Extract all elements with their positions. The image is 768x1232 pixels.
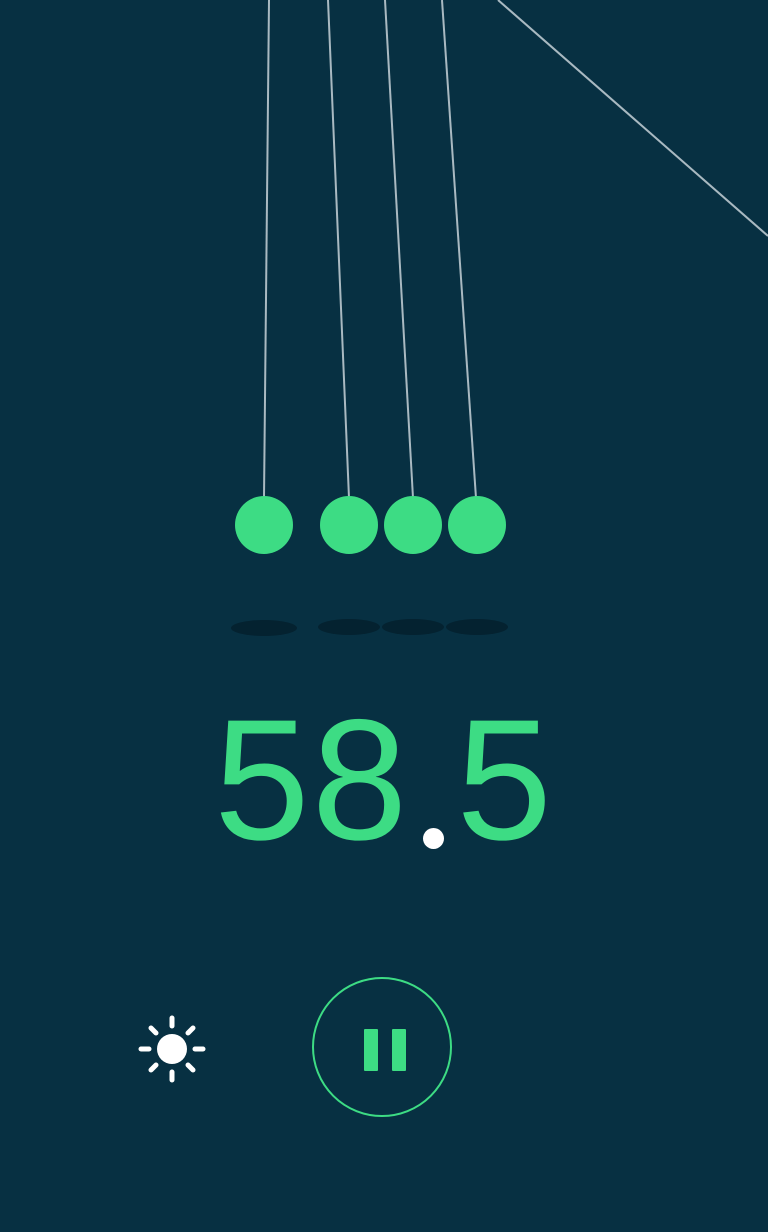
timer-fraction: 5 xyxy=(456,684,554,876)
pendulum-string-3 xyxy=(384,0,414,499)
pendulum-ball-2 xyxy=(320,496,378,554)
pendulum-ball-1 xyxy=(235,496,293,554)
timer-decimal-dot xyxy=(423,828,445,850)
pause-button[interactable] xyxy=(312,977,452,1117)
elapsed-time-display: 58 5 xyxy=(0,690,768,870)
ball-shadow-1 xyxy=(231,620,297,636)
pendulum-ball-3 xyxy=(384,496,442,554)
pendulum-string-4 xyxy=(441,0,477,499)
pendulum-ball-4 xyxy=(448,496,506,554)
sun-icon xyxy=(138,1015,206,1083)
pendulum-string-1 xyxy=(263,0,270,499)
ball-shadow-4 xyxy=(446,619,508,635)
timer-whole: 58 xyxy=(214,684,410,876)
ball-shadow-2 xyxy=(318,619,380,635)
pendulum-string-5 xyxy=(497,0,768,237)
ball-shadow-3 xyxy=(382,619,444,635)
theme-toggle-button[interactable] xyxy=(137,1014,207,1084)
newtons-cradle xyxy=(231,0,768,636)
pendulum-string-2 xyxy=(327,0,350,499)
